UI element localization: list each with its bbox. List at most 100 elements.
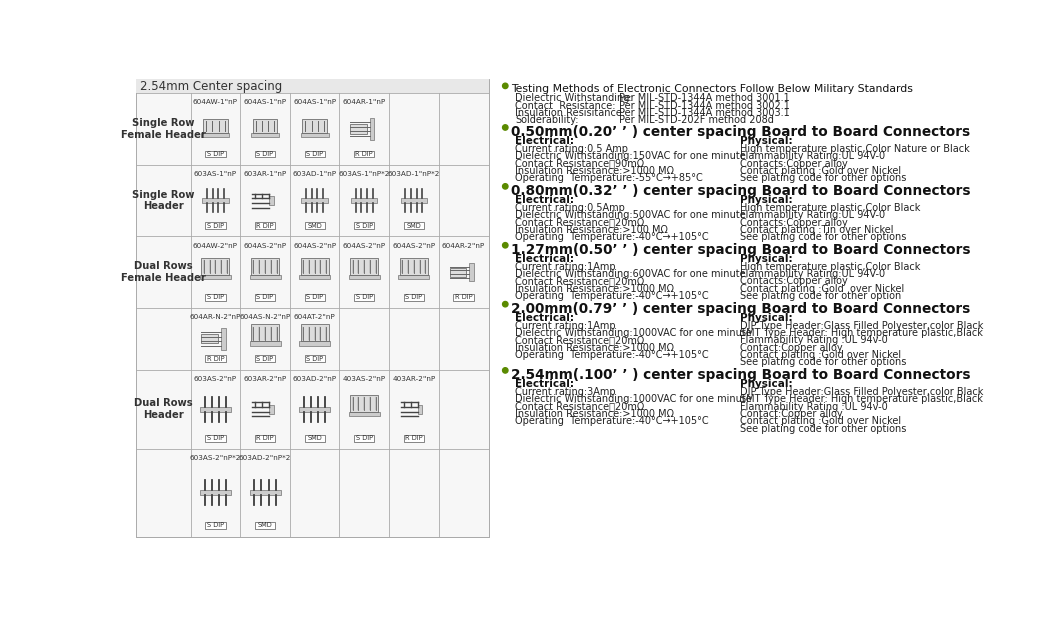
Text: Dual Rows
Female Header: Dual Rows Female Header: [121, 262, 206, 283]
Bar: [301, 133, 329, 138]
Text: Contact plating :Tin over Nickel: Contact plating :Tin over Nickel: [740, 225, 894, 235]
Text: 2.54mm Center spacing: 2.54mm Center spacing: [140, 80, 283, 92]
Text: Contacts:Copper alloy: Contacts:Copper alloy: [740, 218, 848, 228]
Text: Dielectric Withstanding:: Dielectric Withstanding:: [515, 93, 633, 103]
Text: 1.27mm(0.50’ ’ ) center spacing Board to Board Connectors: 1.27mm(0.50’ ’ ) center spacing Board to…: [511, 243, 970, 257]
Bar: [354, 294, 374, 301]
Bar: [469, 263, 474, 281]
Bar: [251, 324, 279, 341]
Bar: [350, 125, 367, 133]
Text: 604AR-2"nP: 604AR-2"nP: [442, 243, 485, 248]
Text: S DIP: S DIP: [257, 151, 273, 157]
Text: Insulation Resistance:>1000 MΩ: Insulation Resistance:>1000 MΩ: [515, 284, 674, 294]
Bar: [255, 222, 276, 229]
Text: Flammability Rating :UL 94v-0: Flammability Rating :UL 94v-0: [740, 401, 888, 411]
Bar: [269, 196, 273, 205]
Bar: [201, 334, 217, 343]
Bar: [350, 394, 378, 411]
Text: SMD: SMD: [258, 522, 272, 528]
Text: 604AS-N-2"nP: 604AS-N-2"nP: [240, 314, 290, 320]
Bar: [404, 222, 424, 229]
Text: 604AS-2"nP: 604AS-2"nP: [293, 243, 336, 248]
Circle shape: [502, 368, 508, 373]
Text: Insulation Resisitance:: Insulation Resisitance:: [515, 108, 625, 118]
Bar: [304, 222, 324, 229]
Text: 2.00mm(0.79’ ’ ) center spacing Board to Board Connectors: 2.00mm(0.79’ ’ ) center spacing Board to…: [511, 302, 970, 316]
Text: Contact plating :Gold over Nickel: Contact plating :Gold over Nickel: [740, 350, 901, 360]
Text: Physical:: Physical:: [740, 379, 793, 389]
Text: Current rating:3Amp: Current rating:3Amp: [515, 387, 616, 397]
Text: 603AD-2"nP: 603AD-2"nP: [293, 376, 337, 382]
Bar: [201, 133, 229, 138]
Text: Contact Resistance＜20mΩ: Contact Resistance＜20mΩ: [515, 401, 644, 411]
Text: Contacts:Copper alloy: Contacts:Copper alloy: [740, 277, 848, 286]
Text: 604AW-1"nP: 604AW-1"nP: [193, 99, 237, 105]
Bar: [255, 355, 276, 362]
Bar: [349, 274, 379, 279]
Bar: [304, 150, 324, 157]
Bar: [399, 274, 429, 279]
Bar: [304, 355, 324, 362]
Bar: [354, 222, 374, 229]
Text: 604AW-2"nP: 604AW-2"nP: [193, 243, 237, 248]
Text: 604AS-2"nP: 604AS-2"nP: [392, 243, 436, 248]
Text: S DIP: S DIP: [207, 522, 224, 528]
Text: SMD: SMD: [307, 435, 322, 441]
Text: Current rating:1Amp: Current rating:1Amp: [515, 321, 616, 331]
Bar: [249, 274, 281, 279]
Text: Per MIL-STD-1344A method 3002.1: Per MIL-STD-1344A method 3002.1: [619, 101, 790, 111]
Text: Contact Resistance＜20mΩ: Contact Resistance＜20mΩ: [515, 335, 644, 345]
Bar: [370, 118, 374, 140]
Text: SMT Type Header: High temperature plastic,Black: SMT Type Header: High temperature plasti…: [740, 394, 983, 404]
Text: Contact plating :Gold  over Nickel: Contact plating :Gold over Nickel: [740, 284, 904, 294]
Bar: [301, 258, 329, 274]
Bar: [206, 521, 226, 528]
Text: High temperature plastic,Color Nature or Black: High temperature plastic,Color Nature or…: [740, 144, 970, 154]
Text: 604AS-2"nP: 604AS-2"nP: [342, 243, 386, 248]
Text: 2.54mm(.100’ ’ ) center spacing Board to Board Connectors: 2.54mm(.100’ ’ ) center spacing Board to…: [511, 368, 970, 382]
Text: Contact Resistance＜20mΩ: Contact Resistance＜20mΩ: [515, 277, 644, 286]
Text: DIP Type Header:Glass Filled Polyester,color Black: DIP Type Header:Glass Filled Polyester,c…: [740, 387, 984, 397]
Text: S DIP: S DIP: [207, 294, 224, 300]
Bar: [450, 267, 465, 277]
Text: SMD: SMD: [307, 223, 322, 228]
Text: 0.80mm(0.32’ ’ ) center spacing Board to Board Connectors: 0.80mm(0.32’ ’ ) center spacing Board to…: [511, 184, 970, 198]
Text: 604AS-1"nP: 604AS-1"nP: [293, 99, 336, 105]
Bar: [351, 198, 377, 203]
Text: DIP Type Header:Glass Filled Polyester,color Black: DIP Type Header:Glass Filled Polyester,c…: [740, 321, 984, 331]
Text: Per MIL-STD-1344A method 3003.1: Per MIL-STD-1344A method 3003.1: [619, 108, 790, 118]
Bar: [302, 119, 328, 133]
Text: S DIP: S DIP: [207, 435, 224, 441]
Text: Per MIL-STD-1344A method 3001.1: Per MIL-STD-1344A method 3001.1: [619, 93, 790, 103]
Bar: [206, 355, 226, 362]
Text: 603AS-1"nP: 603AS-1"nP: [194, 171, 237, 177]
Text: Contact Resistance＜20mΩ: Contact Resistance＜20mΩ: [515, 218, 644, 228]
Text: Per MIL-STD-202F method 208d: Per MIL-STD-202F method 208d: [619, 115, 774, 125]
Bar: [255, 521, 276, 528]
Bar: [251, 133, 279, 138]
Bar: [206, 294, 226, 301]
Text: S DIP: S DIP: [405, 294, 422, 300]
Circle shape: [502, 184, 508, 189]
Bar: [206, 222, 226, 229]
Text: Contact plating :Gold over Nickel: Contact plating :Gold over Nickel: [740, 416, 901, 426]
Text: See plating code for other options: See plating code for other options: [740, 173, 906, 183]
Text: Current rating:0.5 Amp: Current rating:0.5 Amp: [515, 144, 629, 154]
Text: 603AD-1"nP*2: 603AD-1"nP*2: [388, 171, 440, 177]
Text: 604AR-1"nP: 604AR-1"nP: [342, 99, 386, 105]
Text: S DIP: S DIP: [356, 435, 373, 441]
Text: Current rating:0.5Amp: Current rating:0.5Amp: [515, 203, 625, 213]
Text: See plating code for other options: See plating code for other options: [740, 232, 906, 242]
Text: Insulation Resistance:>1000 MΩ: Insulation Resistance:>1000 MΩ: [515, 409, 674, 419]
Bar: [349, 411, 379, 416]
Bar: [269, 404, 273, 414]
Bar: [252, 119, 278, 133]
Text: SMT Type Header: High temperature plastic,Black: SMT Type Header: High temperature plasti…: [740, 328, 983, 338]
Bar: [400, 258, 428, 274]
Bar: [418, 404, 422, 414]
Bar: [249, 341, 281, 346]
Text: 603AD-2"nP*2: 603AD-2"nP*2: [238, 455, 292, 461]
Bar: [299, 407, 330, 411]
Text: Dielectric Withstanding:500VAC for one minute: Dielectric Withstanding:500VAC for one m…: [515, 210, 746, 220]
Text: Dielectric Withstanding:1000VAC for one minute: Dielectric Withstanding:1000VAC for one …: [515, 328, 753, 338]
